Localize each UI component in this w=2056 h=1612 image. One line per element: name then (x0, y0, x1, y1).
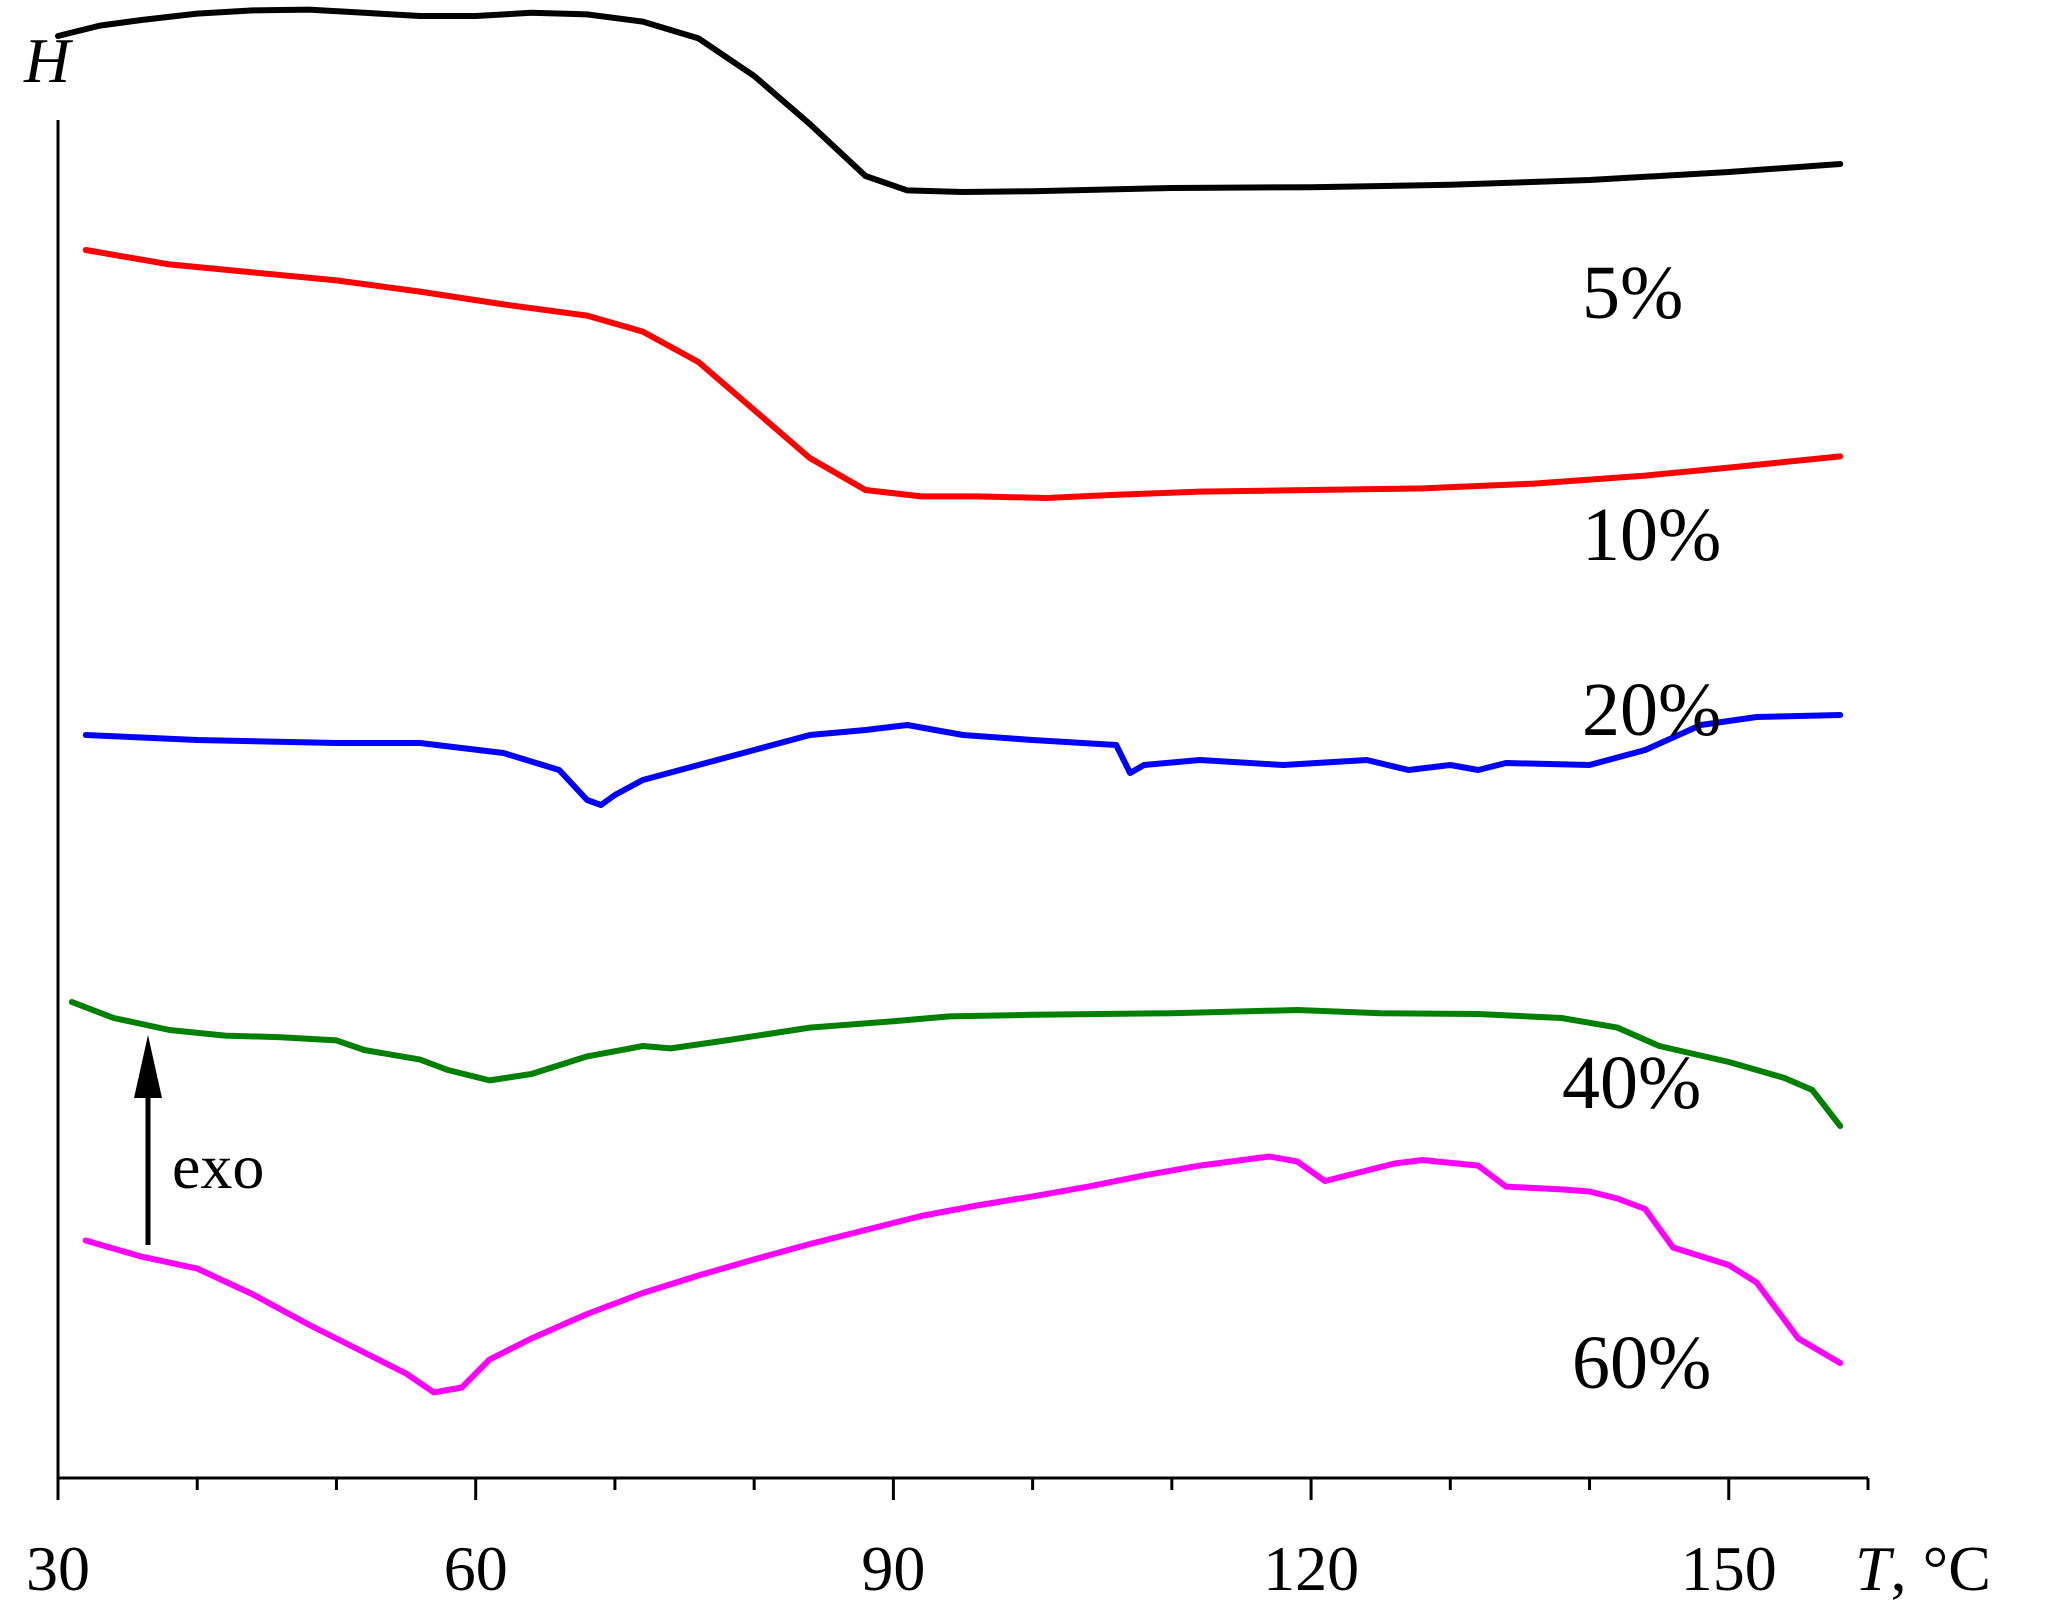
y-axis-label: H (23, 25, 74, 96)
x-axis-label: T, °C (1855, 1533, 1991, 1604)
x-tick-labels: 30 60 90 120 150 (26, 1533, 1777, 1604)
series-group (55, 6, 1844, 1396)
series-line-2 (82, 247, 1844, 501)
series-line-3 (82, 712, 1844, 808)
series-label: 60% (1572, 1321, 1711, 1405)
series-labels: 5% 10% 20% 40% 60% (1562, 251, 1721, 1405)
series-line-5 (82, 1153, 1844, 1396)
x-tick-label: 60 (444, 1533, 508, 1604)
x-ticks (56, 1478, 1870, 1500)
series-line-4 (68, 999, 1844, 1129)
series-label: 20% (1582, 668, 1721, 752)
series-label: 10% (1582, 493, 1721, 577)
series-line-1 (55, 6, 1844, 195)
x-tick-label: 120 (1263, 1533, 1359, 1604)
x-tick-label: 90 (861, 1533, 925, 1604)
exo-label: exo (172, 1131, 264, 1202)
exo-annotation: exo (134, 1035, 264, 1245)
x-tick-label: 150 (1681, 1533, 1777, 1604)
x-tick-label: 30 (26, 1533, 90, 1604)
series-label: 5% (1582, 251, 1683, 335)
series-label: 40% (1562, 1041, 1701, 1125)
exo-arrow-head-icon (134, 1035, 162, 1098)
